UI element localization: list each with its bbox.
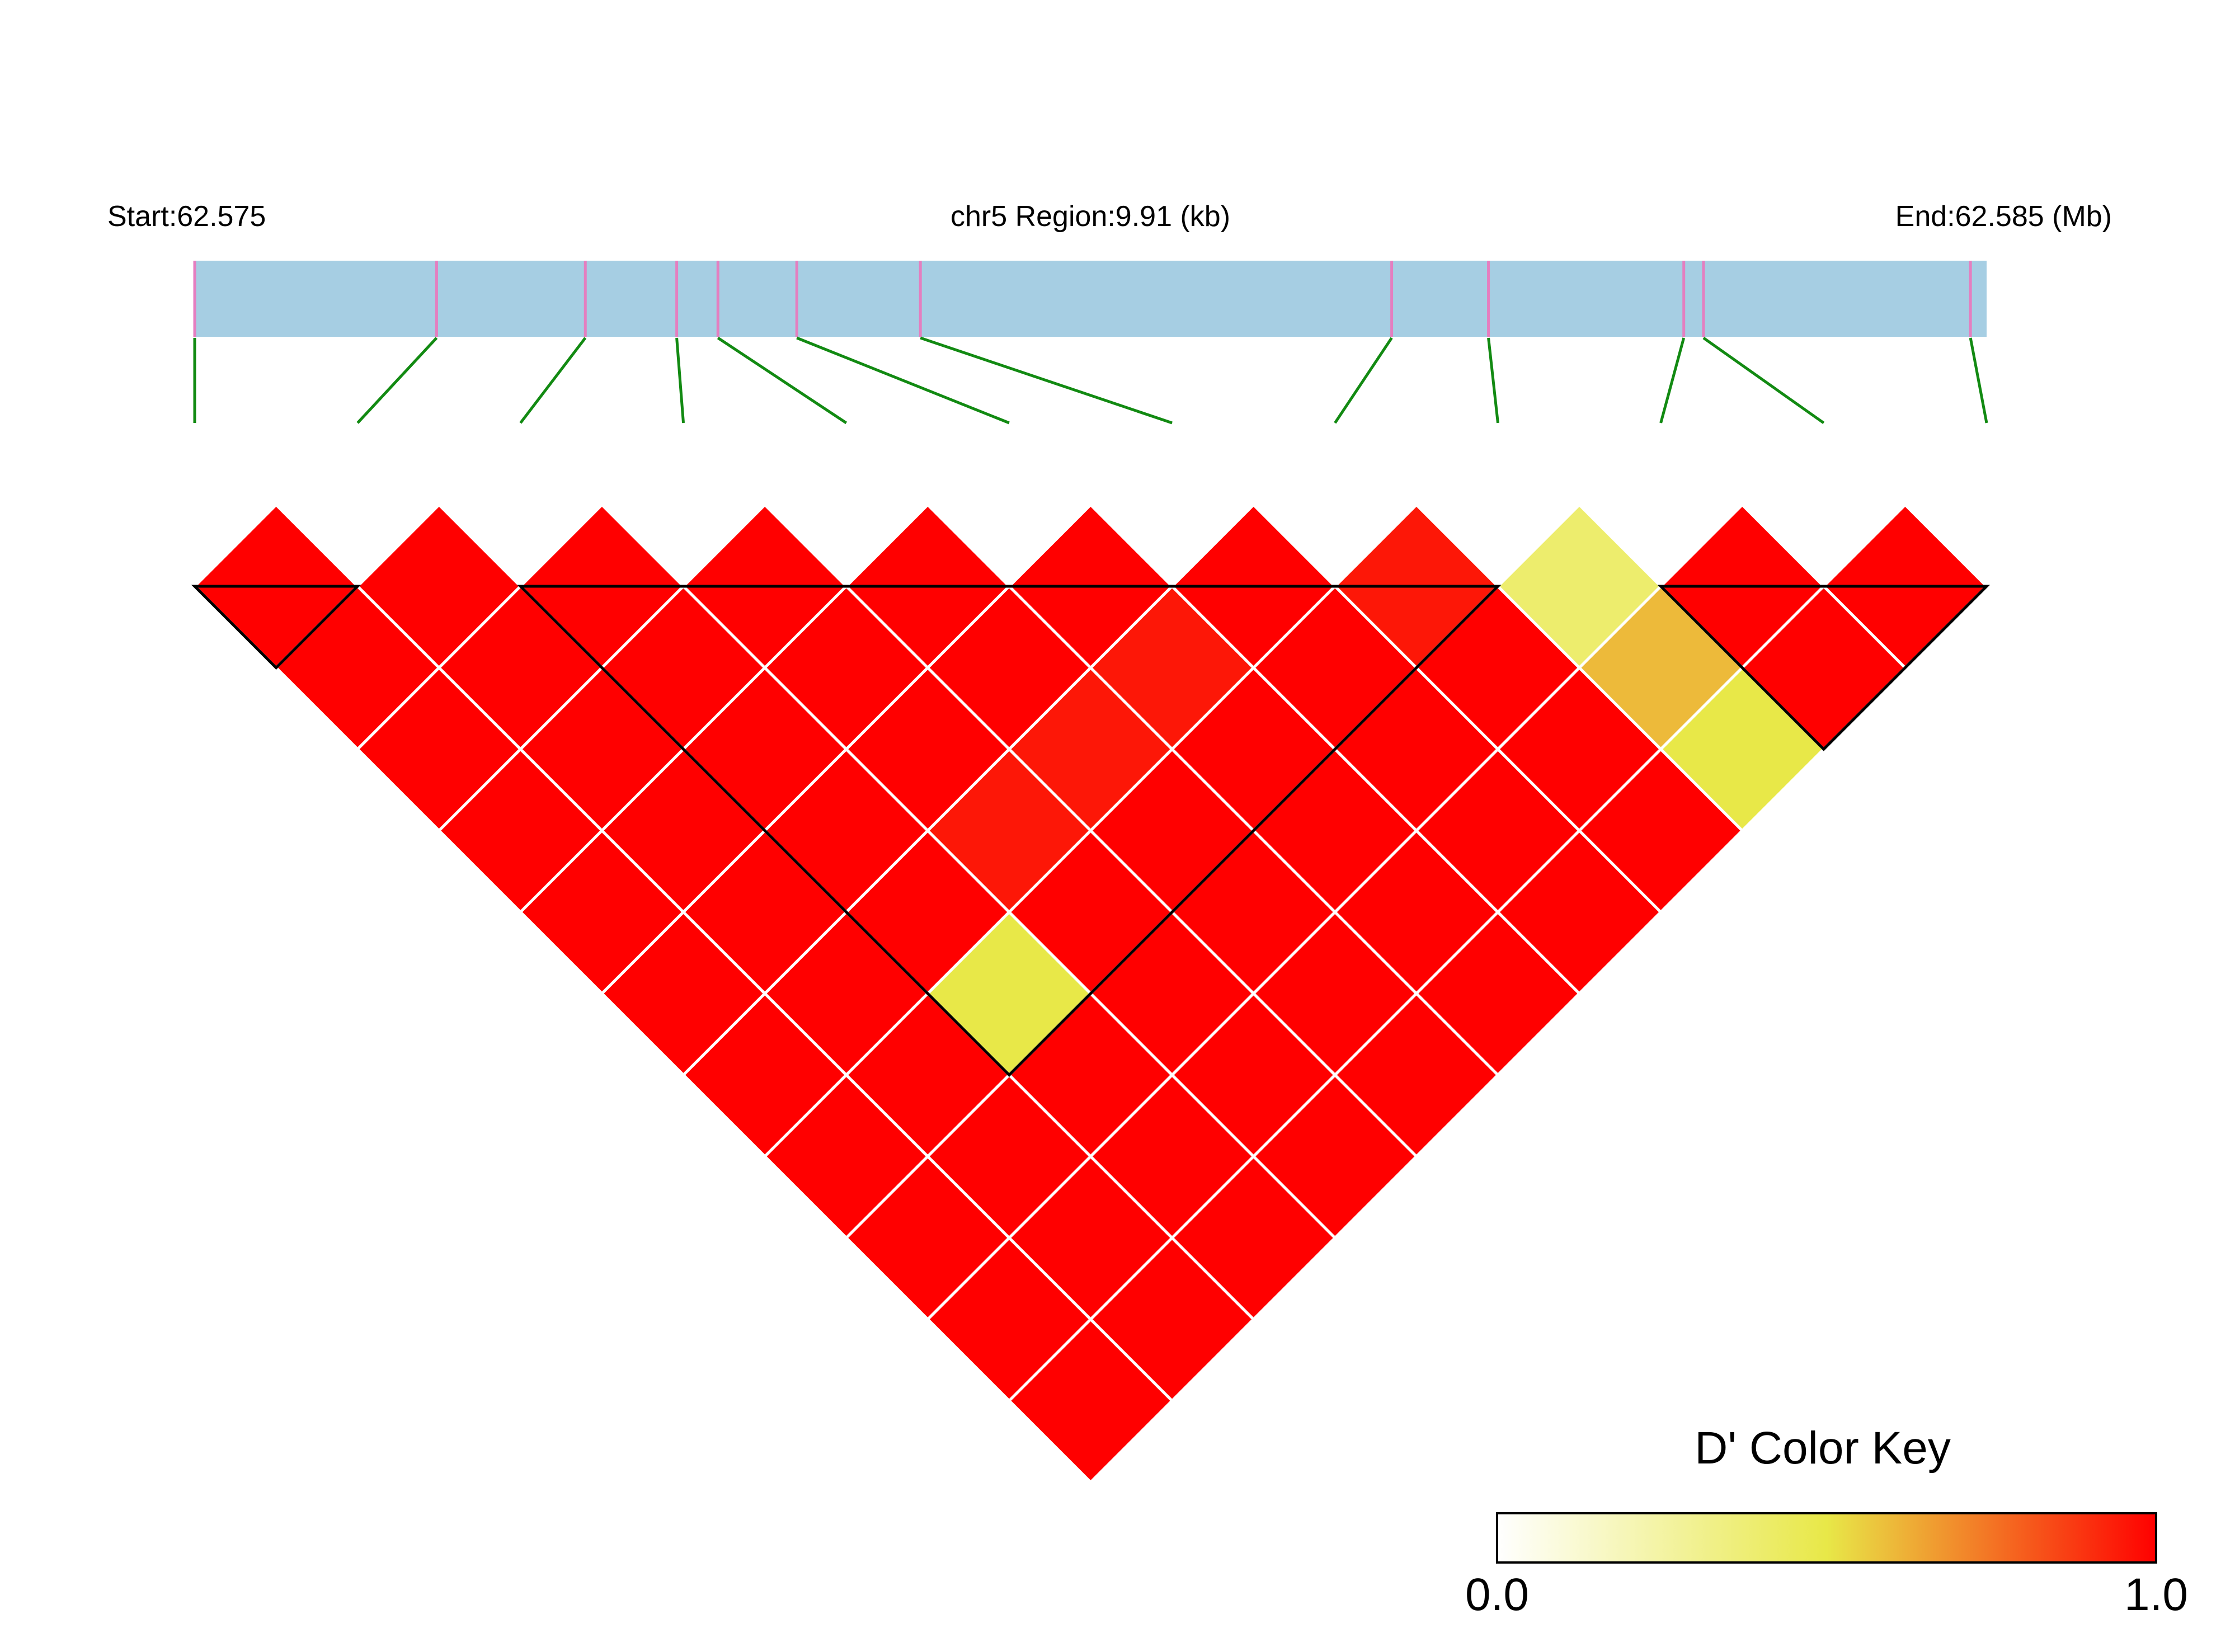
haplotype-blocks	[191, 585, 1991, 1077]
color-key-max-label: 1.0	[2124, 1569, 2188, 1620]
snp-connector	[1334, 337, 1393, 424]
snp-connector	[1487, 337, 1499, 423]
snp-connectors	[193, 336, 1988, 425]
chromosome-track	[195, 261, 1987, 337]
snp-connector	[519, 337, 587, 424]
snp-connector	[356, 337, 438, 424]
color-key-min-label: 0.0	[1465, 1569, 1529, 1620]
region-title: chr5 Region:9.91 (kb)	[951, 200, 1230, 233]
haplotype-block-outline	[517, 585, 1502, 1077]
snp-connector	[717, 336, 848, 425]
snp-connector	[1659, 337, 1686, 423]
snp-tick-marks	[193, 261, 1972, 337]
snp-connector	[796, 336, 1010, 425]
snp-connector	[1969, 337, 1988, 423]
haplotype-block-outline	[191, 585, 361, 670]
color-key: D' Color Key 0.0 1.0	[1465, 1423, 2188, 1620]
color-key-title: D' Color Key	[1695, 1423, 1951, 1474]
color-key-bar	[1496, 1512, 2157, 1564]
snp-connector	[1702, 336, 1825, 425]
region-end-label: End:62.585 (Mb)	[1895, 200, 2112, 233]
haplotype-block-outline	[1657, 585, 1991, 751]
region-start-label: Start:62.575	[107, 200, 266, 233]
snp-connector	[920, 336, 1173, 425]
snp-connector	[675, 337, 685, 423]
